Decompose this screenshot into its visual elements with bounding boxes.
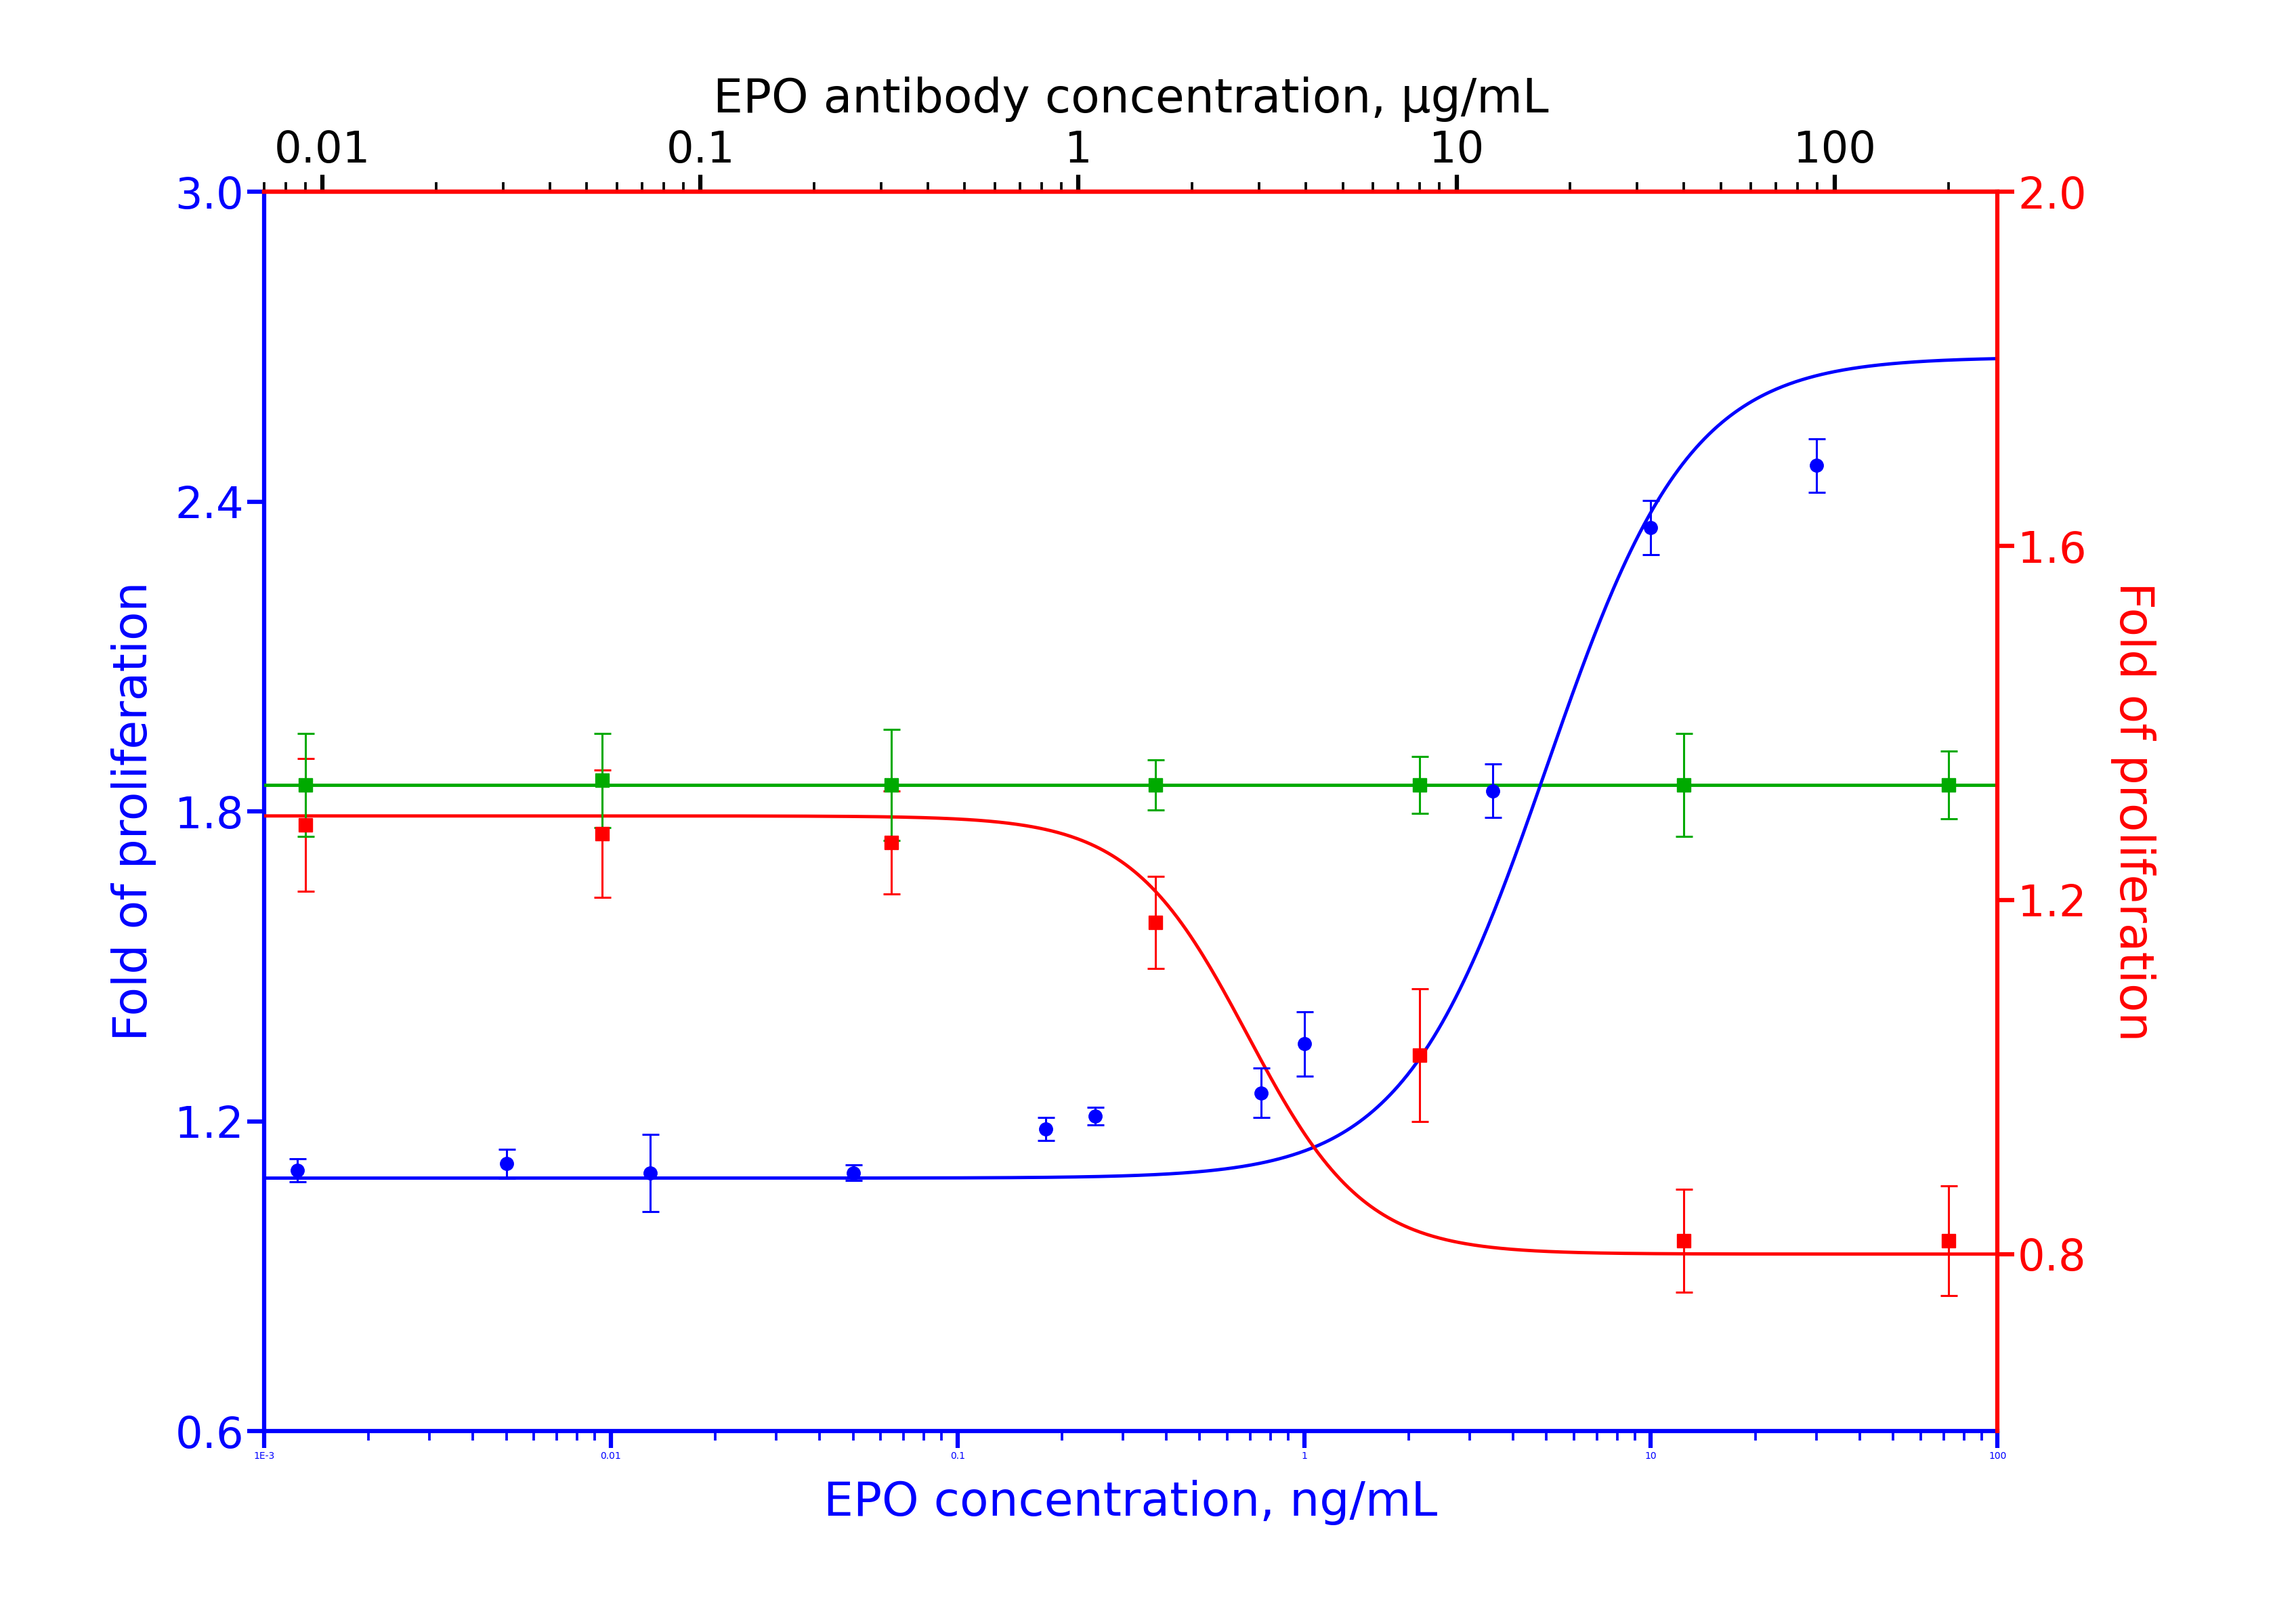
- X-axis label: EPO concentration, ng/mL: EPO concentration, ng/mL: [824, 1479, 1437, 1525]
- X-axis label: EPO antibody concentration, μg/mL: EPO antibody concentration, μg/mL: [714, 77, 1548, 122]
- Y-axis label: Fold of proliferation: Fold of proliferation: [2110, 582, 2156, 1041]
- Y-axis label: Fold of proliferation: Fold of proliferation: [110, 582, 156, 1041]
